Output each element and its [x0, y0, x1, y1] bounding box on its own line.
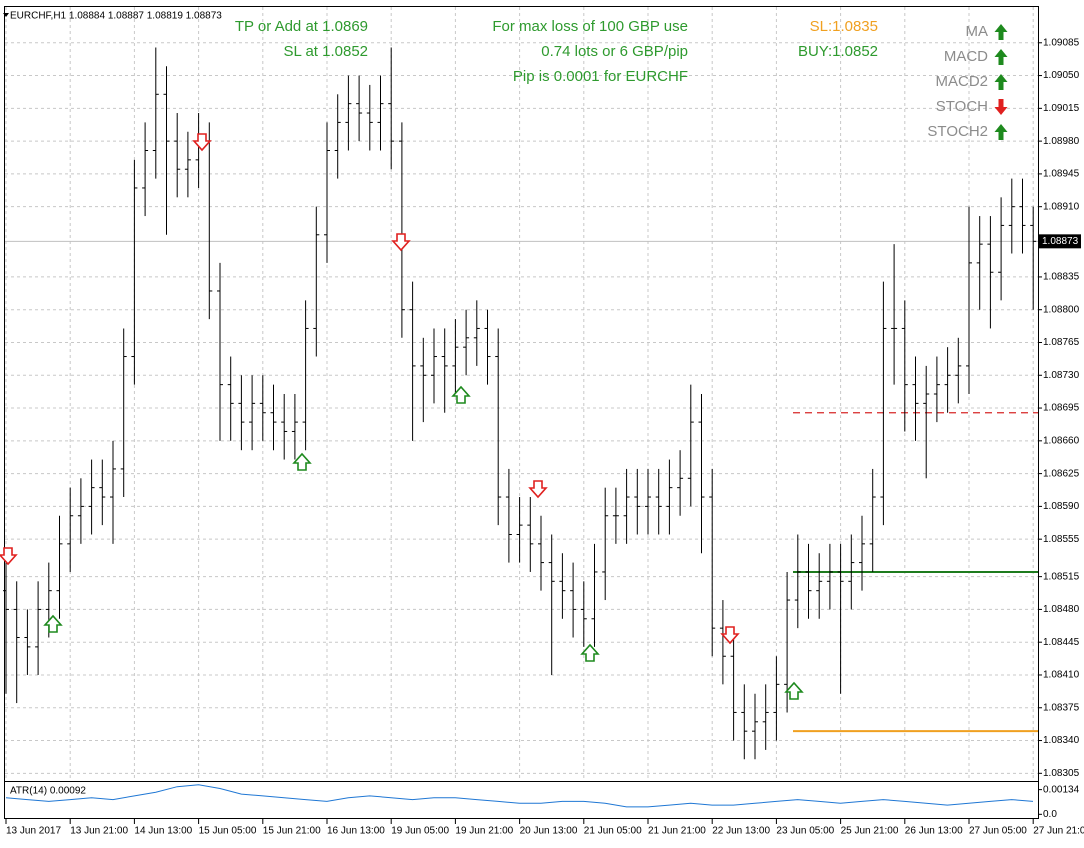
chart-title: EURCHF,H1 1.08884 1.08887 1.08819 1.0887… — [10, 11, 222, 22]
indicator-signal — [994, 124, 1008, 140]
y-tick-label: 1.09015 — [1043, 103, 1080, 114]
current-price-box — [1039, 234, 1081, 249]
x-tick-label: 13 Jun 2017 — [6, 826, 61, 837]
indicator-label: MACD — [944, 48, 988, 65]
indicator-label: MA — [966, 23, 989, 40]
indicator-label: STOCH — [936, 98, 988, 115]
x-tick-label: 15 Jun 21:00 — [263, 826, 321, 837]
x-tick-label: 27 Jun 05:00 — [969, 826, 1027, 837]
y-tick-label: 1.08375 — [1043, 702, 1080, 713]
x-tick-label: 16 Jun 13:00 — [327, 826, 385, 837]
annotation: BUY:1.0852 — [798, 43, 878, 60]
y-tick-label: 1.08340 — [1043, 735, 1080, 746]
x-tick-label: 21 Jun 21:00 — [648, 826, 706, 837]
annotation: 0.74 lots or 6 GBP/pip — [541, 43, 688, 60]
y-tick-label: 1.08910 — [1043, 201, 1080, 212]
y-tick-label: 1.08625 — [1043, 468, 1080, 479]
y-tick-label: 1.08590 — [1043, 501, 1080, 512]
atr-panel: 0.00134 0.0 — [5, 784, 1080, 820]
annotation: SL at 1.0852 — [283, 43, 368, 60]
y-tick-label: 1.08480 — [1043, 604, 1080, 615]
atr-line — [5, 784, 1034, 808]
sell-arrow — [193, 133, 211, 151]
indicator-signal — [994, 99, 1008, 115]
y-tick-label: 1.08515 — [1043, 571, 1080, 582]
x-tick-label: 22 Jun 13:00 — [712, 826, 770, 837]
x-tick-label: 19 Jun 21:00 — [455, 826, 513, 837]
x-tick-label: 19 Jun 05:00 — [391, 826, 449, 837]
sell-arrow — [721, 626, 739, 644]
y-tick-label: 1.08445 — [1043, 637, 1080, 648]
x-tick-label: 26 Jun 13:00 — [905, 826, 963, 837]
sell-arrow — [0, 547, 17, 565]
x-tick-label: 25 Jun 21:00 — [841, 826, 899, 837]
y-tick-label: 1.08765 — [1043, 337, 1080, 348]
y-tick-label: 1.08980 — [1043, 136, 1080, 147]
y-tick-label: 1.08730 — [1043, 370, 1080, 381]
indicator-label: MACD2 — [935, 73, 988, 90]
y-tick-label: 0.00134 — [1043, 784, 1080, 795]
y-tick-label: 1.08695 — [1043, 403, 1080, 414]
x-tick-label: 23 Jun 05:00 — [776, 826, 834, 837]
x-tick-label: 13 Jun 21:00 — [70, 826, 128, 837]
indicator-label: STOCH2 — [927, 123, 988, 140]
y-tick-label: 1.08800 — [1043, 304, 1080, 315]
buy-arrow — [293, 453, 311, 471]
x-tick-label: 21 Jun 05:00 — [584, 826, 642, 837]
x-tick-label: 20 Jun 13:00 — [520, 826, 578, 837]
x-tick-label: 27 Jun 21:00 — [1033, 826, 1084, 837]
y-tick-label: 1.08555 — [1043, 534, 1080, 545]
y-tick-label: 1.09050 — [1043, 70, 1080, 81]
indicator-signal — [994, 74, 1008, 90]
x-tick-label: 14 Jun 13:00 — [134, 826, 192, 837]
buy-arrow — [44, 615, 62, 633]
indicator-signal — [994, 24, 1008, 40]
y-tick-label: 0.0 — [1043, 809, 1057, 820]
y-tick-label: 1.08410 — [1043, 670, 1080, 681]
levels — [5, 240, 1038, 733]
y-tick-label: 1.09085 — [1043, 37, 1080, 48]
plot-frame — [4, 6, 1039, 819]
annotation: For max loss of 100 GBP use — [492, 18, 688, 35]
buy-arrow — [581, 644, 599, 662]
x-tick-label: 15 Jun 05:00 — [199, 826, 257, 837]
indicator-signal — [994, 49, 1008, 65]
current-price-label: 1.08873 — [1042, 236, 1079, 247]
y-tick-label: 1.08835 — [1043, 272, 1080, 283]
signal-arrows — [0, 133, 803, 700]
annotation: Pip is 0.0001 for EURCHF — [513, 68, 688, 85]
atr-title: ATR(14) 0.00092 — [10, 786, 86, 797]
indicator-panel: MA MACD MACD2 STOCH STOCH2 — [927, 23, 1008, 140]
bars — [3, 47, 1037, 760]
annotation: TP or Add at 1.0869 — [235, 18, 368, 35]
buy-arrow — [785, 682, 803, 700]
y-tick-label: 1.08945 — [1043, 169, 1080, 180]
y-tick-label: 1.08660 — [1043, 435, 1080, 446]
annotation: SL:1.0835 — [810, 18, 878, 35]
sell-arrow — [529, 480, 547, 498]
sell-arrow — [392, 233, 410, 251]
y-tick-label: 1.08305 — [1043, 768, 1080, 779]
menu-icon[interactable] — [3, 13, 9, 17]
